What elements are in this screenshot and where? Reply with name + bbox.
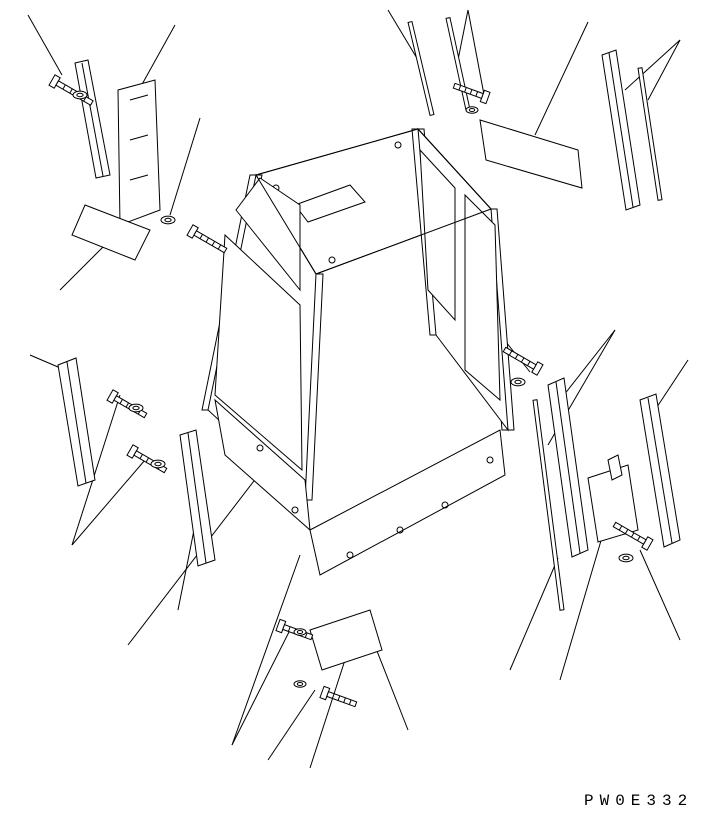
bolt-upper-right-shaft [453,83,483,98]
leader-ul-3 [170,118,200,215]
exploded-view-drawing [0,0,703,817]
washer-upper-right [466,107,478,114]
strip-top-center-1 [408,22,434,116]
washer-right-lower [619,554,633,562]
cab-lower-side-panel [310,430,505,575]
bolt-bottom-center-2-shaft [327,692,357,707]
leader-tc-2 [458,10,468,60]
cab-rear-window-right [465,195,500,400]
cover-upper-right [480,120,582,188]
leader-ul-4 [60,245,105,290]
leader-mr-2 [560,330,615,400]
bracket-upper-left [118,80,160,225]
strip-top-right-1-crease [609,53,633,207]
washer-mid-right [511,378,525,386]
leader-ur-2 [535,22,588,135]
strip-top-right-2 [638,68,662,201]
leader-r-4 [510,558,558,670]
washer-bottom-center-1 [294,629,306,636]
leader-r-1 [655,360,688,410]
washer-mid-left-1 [129,404,143,412]
leader-tr-2 [648,40,680,100]
washer-mid-left-2 [151,460,165,468]
leader-ul-1 [28,15,62,75]
washer-upper-left-2 [161,216,175,224]
leader-r-2 [640,550,680,640]
leader-tr-1 [625,40,680,90]
leader-bc-2 [268,690,315,760]
leader-bc-1 [232,630,290,745]
bolt-upper-left-2-shaft [194,231,227,253]
leader-cab-2 [232,555,300,745]
strip-top-center-2 [446,18,470,111]
leader-ul-2 [140,25,175,88]
leader-ur-1 [468,10,485,100]
drawing-number: PW0E332 [584,792,693,810]
cover-bottom-center [310,610,382,670]
washer-upper-left-1 [73,91,87,99]
washer-bottom-center-2 [294,681,306,688]
leader-bc-3 [310,660,345,768]
